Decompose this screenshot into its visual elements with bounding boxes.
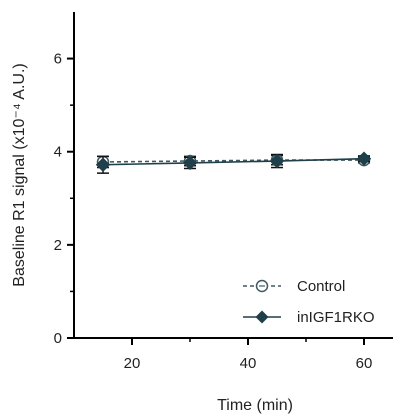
- series-line: [102, 157, 365, 166]
- data-point: [356, 151, 372, 166]
- y-axis-title: Baseline R1 signal (x10⁻⁴ A.U.): [11, 63, 28, 286]
- series-layer: [95, 151, 372, 174]
- data-point: [95, 157, 111, 172]
- legend-item: inIGF1RKO: [243, 309, 375, 326]
- axes: 0 2 4 6 20 40 60: [54, 12, 393, 372]
- legend: Control inIGF1RKO: [243, 278, 375, 326]
- x-tick-label: 60: [356, 355, 373, 372]
- legend-marker: [255, 310, 269, 324]
- series-inigf1rko: [95, 151, 372, 174]
- data-point: [182, 155, 198, 171]
- y-tick-label: 4: [54, 144, 62, 161]
- data-point: [269, 153, 285, 169]
- y-tick-label: 2: [54, 237, 62, 254]
- y-tick-label: 0: [54, 330, 62, 347]
- x-tick-label: 40: [240, 355, 257, 372]
- x-axis-title: Time (min): [217, 397, 293, 414]
- series-control: [96, 153, 371, 169]
- legend-item: Control: [243, 278, 345, 295]
- legend-label: Control: [297, 278, 345, 295]
- y-tick-label: 6: [54, 51, 62, 68]
- x-tick-label: 20: [124, 355, 141, 372]
- legend-label: inIGF1RKO: [297, 309, 375, 326]
